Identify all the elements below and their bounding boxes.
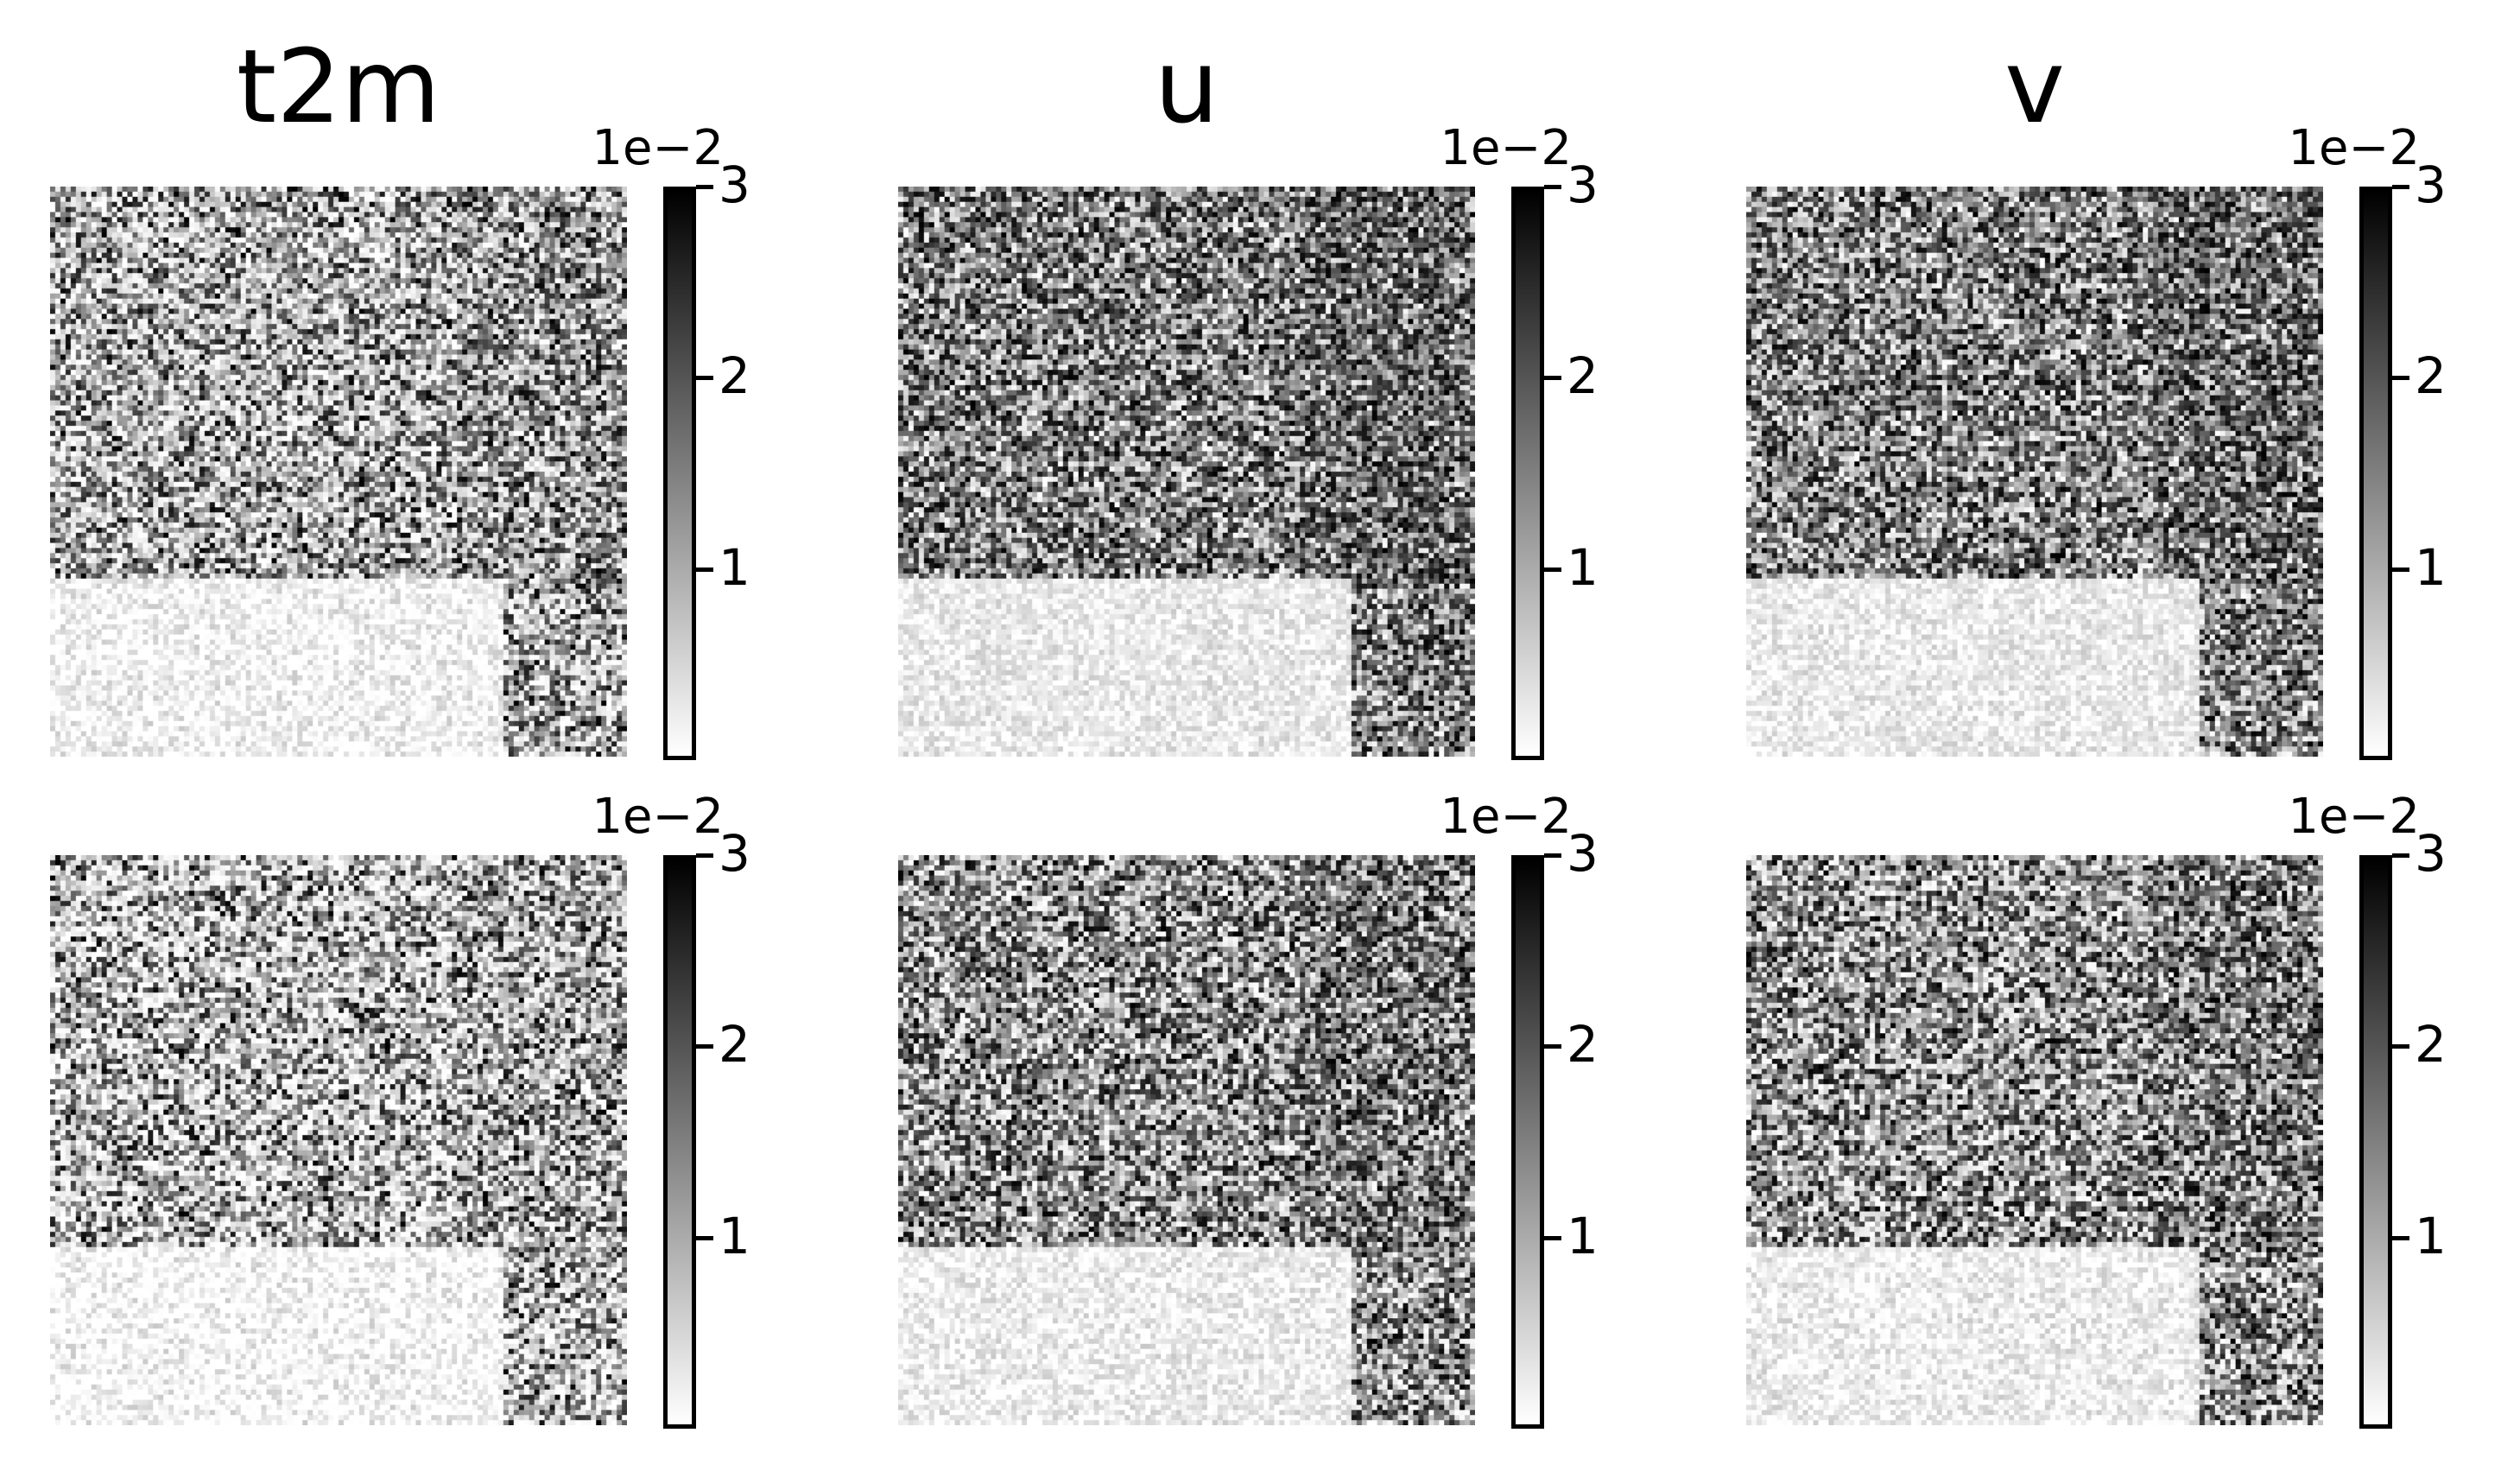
colorbar-tick (696, 376, 713, 381)
colorbar-tick-label: 2 (719, 1015, 750, 1075)
colorbar-u-row2 (1511, 855, 1544, 1429)
colorbar-tick (1544, 376, 1561, 381)
heatmap-u-row1 (898, 187, 1475, 757)
colorbar-multiplier: 1e−2 (592, 120, 724, 176)
colorbar-tick (2392, 853, 2409, 858)
colorbar-multiplier: 1e−2 (2288, 120, 2420, 176)
heatmap-cells-u-row2 (898, 855, 1475, 1425)
colorbar-tick-label: 3 (719, 824, 750, 883)
column-title-u: u (1154, 27, 1219, 146)
colorbar-tick-label: 1 (719, 537, 750, 597)
column-title-v: v (2004, 27, 2065, 146)
colorbar-multiplier: 1e−2 (1440, 120, 1572, 176)
heatmap-cells-t2m-row1 (50, 187, 627, 757)
colorbar-tick-label: 2 (1567, 1015, 1599, 1075)
heatmap-cells-v-row2 (1746, 855, 2323, 1425)
colorbar-tick-label: 1 (2415, 1206, 2447, 1265)
colorbar-tick (1544, 1044, 1561, 1049)
heatmap-v-row2 (1746, 855, 2323, 1425)
colorbar-tick (1544, 185, 1561, 189)
colorbar-tick (1544, 567, 1561, 572)
colorbar-tick (696, 1044, 713, 1049)
colorbar-tick (696, 185, 713, 189)
colorbar-tick-label: 3 (2415, 824, 2447, 883)
heatmap-cells-t2m-row2 (50, 855, 627, 1425)
colorbar-tick (2392, 1235, 2409, 1240)
colorbar-tick-label: 1 (1567, 537, 1599, 597)
colorbar-tick (2392, 1044, 2409, 1049)
heatmap-cells-u-row1 (898, 187, 1475, 757)
colorbar-tick-label: 2 (719, 346, 750, 406)
colorbar-tick-label: 3 (2415, 155, 2447, 214)
colorbar-tick-label: 1 (719, 1206, 750, 1265)
colorbar-tick-label: 1 (1567, 1206, 1599, 1265)
colorbar-tick-label: 3 (1567, 155, 1599, 214)
colorbar-u-row1 (1511, 187, 1544, 760)
colorbar-tick-label: 3 (719, 155, 750, 214)
heatmap-t2m-row1 (50, 187, 627, 757)
colorbar-t2m-row1 (663, 187, 696, 760)
heatmap-v-row1 (1746, 187, 2323, 757)
colorbar-tick-label: 2 (1567, 346, 1599, 406)
colorbar-tick-label: 2 (2415, 346, 2447, 406)
colorbar-v-row2 (2359, 855, 2392, 1429)
colorbar-tick (696, 1235, 713, 1240)
colorbar-tick (2392, 567, 2409, 572)
colorbar-v-row1 (2359, 187, 2392, 760)
colorbar-tick (1544, 1235, 1561, 1240)
colorbar-tick (2392, 185, 2409, 189)
colorbar-multiplier: 1e−2 (2288, 789, 2420, 845)
colorbar-tick (2392, 376, 2409, 381)
colorbar-multiplier: 1e−2 (1440, 789, 1572, 845)
colorbar-tick (696, 567, 713, 572)
column-title-t2m: t2m (236, 27, 441, 146)
colorbar-tick (696, 853, 713, 858)
colorbar-tick-label: 1 (2415, 537, 2447, 597)
colorbar-tick-label: 2 (2415, 1015, 2447, 1075)
heatmap-u-row2 (898, 855, 1475, 1425)
colorbar-multiplier: 1e−2 (592, 789, 724, 845)
heatmap-t2m-row2 (50, 855, 627, 1425)
colorbar-tick (1544, 853, 1561, 858)
colorbar-t2m-row2 (663, 855, 696, 1429)
heatmap-cells-v-row1 (1746, 187, 2323, 757)
colorbar-tick-label: 3 (1567, 824, 1599, 883)
